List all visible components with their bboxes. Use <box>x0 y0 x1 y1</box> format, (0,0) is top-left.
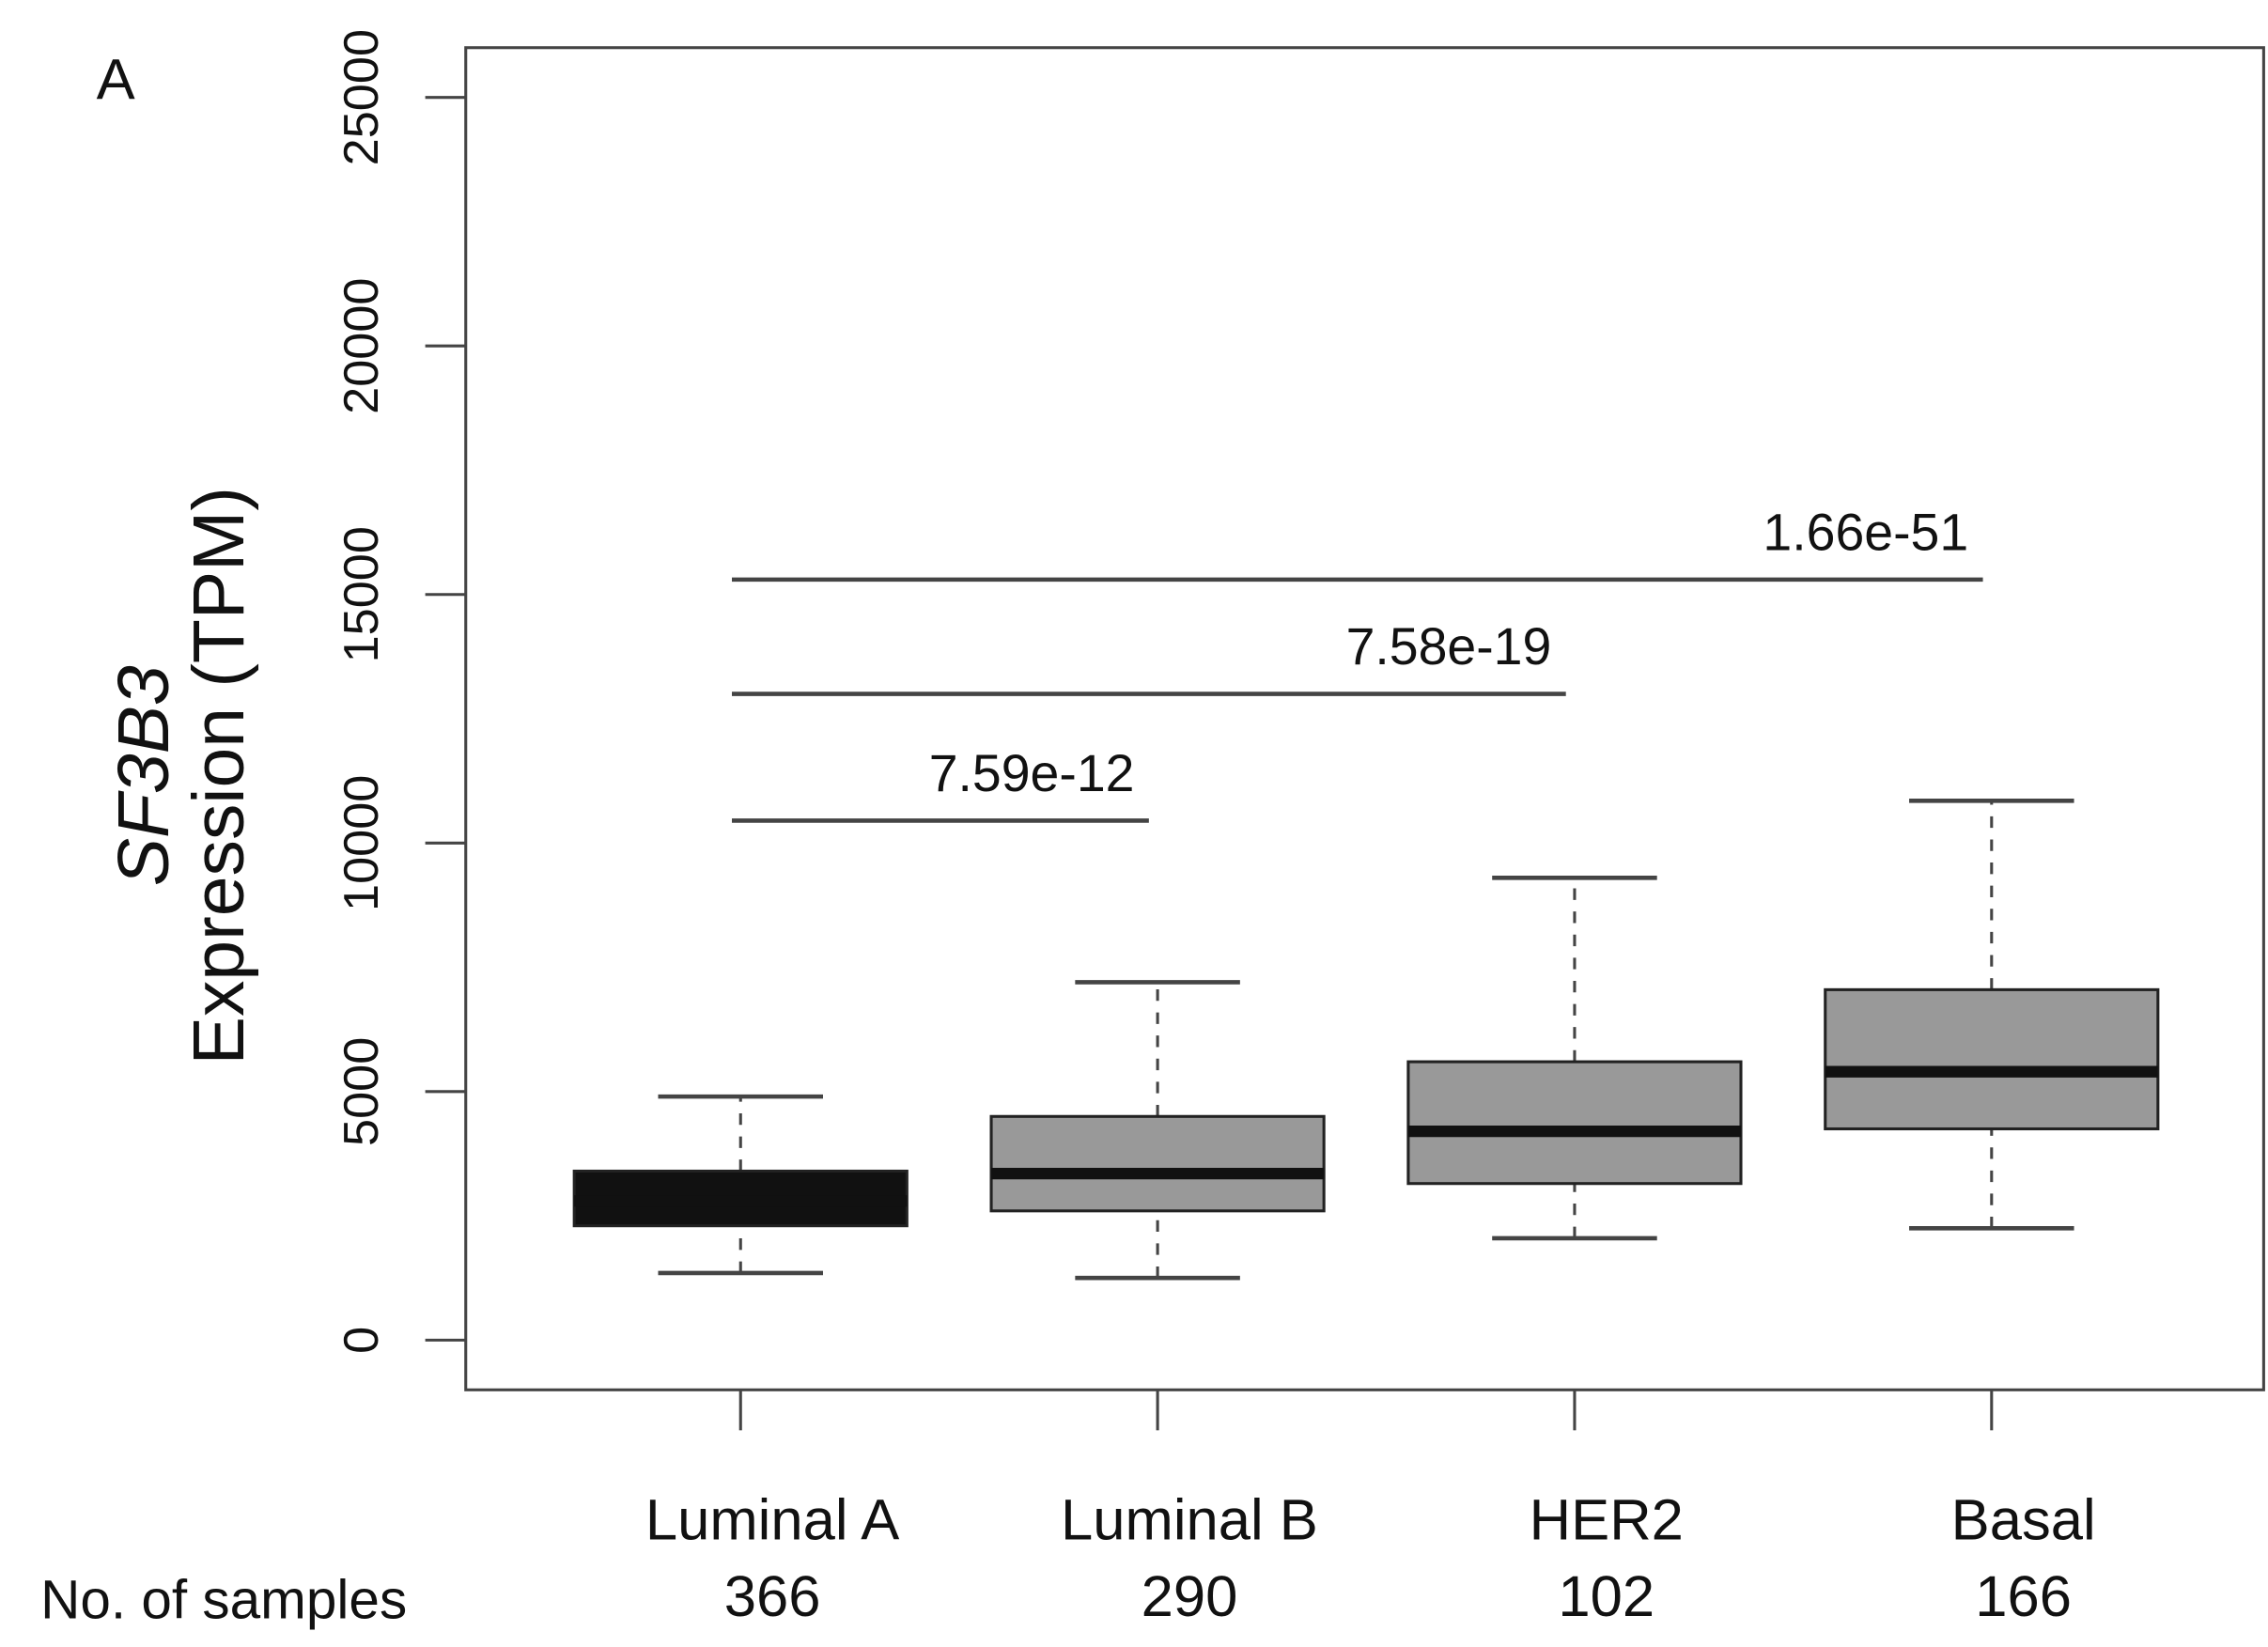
y-tick-label: 20000 <box>334 278 389 414</box>
samples-label: No. of samples <box>40 1569 407 1630</box>
x-tick-label: HER2 <box>1530 1488 1684 1553</box>
p-value: 7.59e-12 <box>929 744 1135 802</box>
y-tick-label: 5000 <box>334 1037 389 1146</box>
x-tick-label: Luminal B <box>1061 1488 1318 1553</box>
sample-count: 290 <box>1142 1564 1238 1629</box>
box <box>989 1114 1326 1213</box>
y-tick-label: 10000 <box>334 775 389 911</box>
sample-count: 102 <box>1558 1564 1654 1629</box>
sample-count: 366 <box>724 1564 821 1629</box>
y-tick-label: 0 <box>334 1327 389 1354</box>
y-axis-gene: SF3B3 <box>103 665 184 886</box>
y-tick-label: 15000 <box>334 526 389 662</box>
x-tick-label: Luminal A <box>645 1488 899 1553</box>
y-axis-title: Expression (TPM) <box>179 487 259 1064</box>
box <box>1824 987 2160 1131</box>
y-tick-label: 25000 <box>334 29 389 165</box>
panel-label: A <box>97 47 135 112</box>
x-tick-label: Basal <box>1951 1488 2096 1553</box>
p-value: 1.66e-51 <box>1763 503 1968 561</box>
sample-count: 166 <box>1975 1564 2072 1629</box>
box <box>1406 1060 1743 1186</box>
p-value: 7.58e-19 <box>1346 617 1552 676</box>
plot-frame <box>464 46 2265 1391</box>
